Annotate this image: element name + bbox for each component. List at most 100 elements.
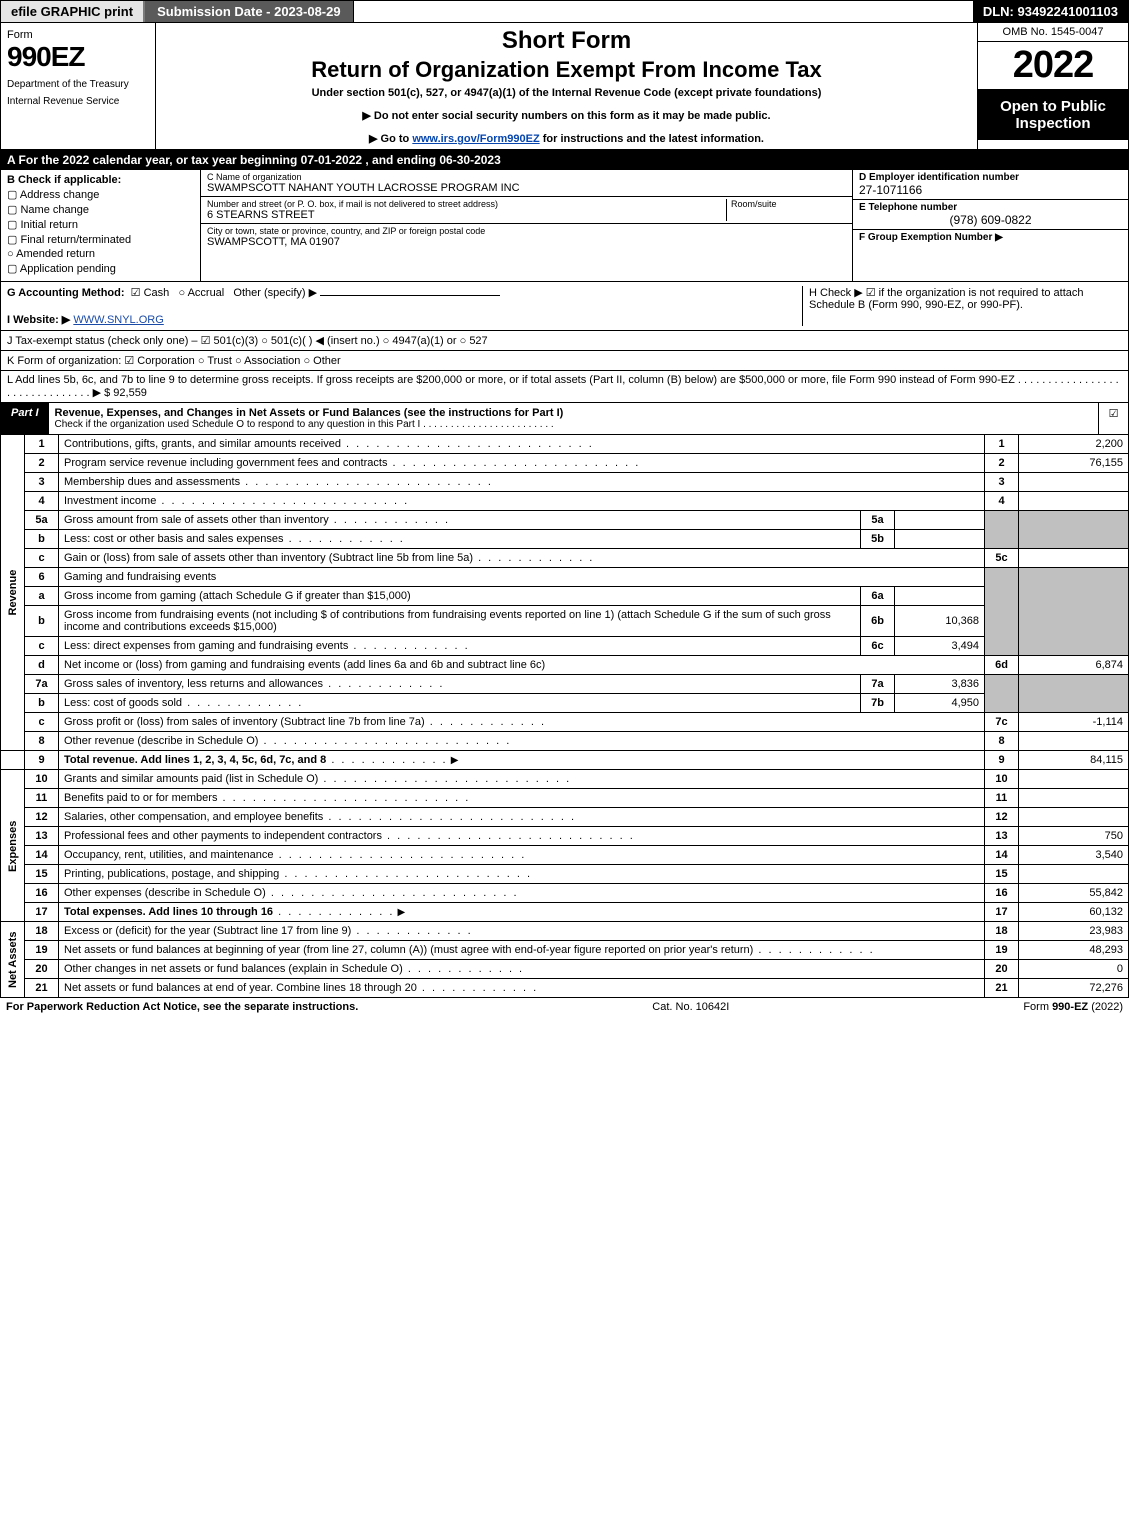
- part-i-table: Revenue 1 Contributions, gifts, grants, …: [0, 435, 1129, 998]
- C-name-label: C Name of organization: [207, 172, 846, 182]
- part-i-sub: Check if the organization used Schedule …: [55, 419, 1092, 430]
- ln20-val: 0: [1019, 960, 1129, 979]
- chk-application-pending[interactable]: ▢ Application pending: [7, 262, 194, 275]
- ln3-val: [1019, 473, 1129, 492]
- ln11-val: [1019, 789, 1129, 808]
- efile-print[interactable]: efile GRAPHIC print: [1, 1, 145, 22]
- footer: For Paperwork Reduction Act Notice, see …: [0, 998, 1129, 1016]
- ln10-val: [1019, 770, 1129, 789]
- ln6d-val: 6,874: [1019, 656, 1129, 675]
- col-B: B Check if applicable: ▢ Address change …: [1, 170, 201, 281]
- form-header: Form 990EZ Department of the Treasury In…: [0, 23, 1129, 150]
- ln15-val: [1019, 865, 1129, 884]
- ln4-val: [1019, 492, 1129, 511]
- chk-amended-return[interactable]: ○ Amended return: [7, 248, 194, 260]
- title-return: Return of Organization Exempt From Incom…: [162, 57, 971, 83]
- website-link[interactable]: WWW.SNYL.ORG: [73, 314, 163, 326]
- G-cash[interactable]: Cash: [144, 287, 170, 299]
- ln1-box: 1: [985, 435, 1019, 454]
- ln19-val: 48,293: [1019, 941, 1129, 960]
- ln6d-desc: Net income or (loss) from gaming and fun…: [59, 656, 985, 675]
- part-i-checkbox[interactable]: ☑: [1098, 403, 1128, 434]
- G-accrual[interactable]: Accrual: [188, 287, 225, 299]
- ln1-val: 2,200: [1019, 435, 1129, 454]
- ln6a-val: [895, 587, 985, 606]
- ln7a-val: 3,836: [895, 675, 985, 694]
- ln8-val: [1019, 732, 1129, 751]
- omb-number: OMB No. 1545-0047: [978, 23, 1128, 42]
- C-room-label: Room/suite: [731, 199, 846, 209]
- ln20-desc: Other changes in net assets or fund bala…: [64, 963, 524, 975]
- G-other[interactable]: Other (specify) ▶: [233, 287, 317, 299]
- ln18-desc: Excess or (deficit) for the year (Subtra…: [64, 925, 473, 937]
- ln6c-desc: Less: direct expenses from gaming and fu…: [64, 640, 470, 652]
- line-K: K Form of organization: ☑ Corporation ○ …: [0, 351, 1129, 371]
- ln7c-desc: Gross profit or (loss) from sales of inv…: [64, 716, 546, 728]
- F-label: F Group Exemption Number ▶: [859, 232, 1122, 243]
- col-DEF: D Employer identification number 27-1071…: [853, 170, 1128, 281]
- ln5b-val: [895, 530, 985, 549]
- ln10-desc: Grants and similar amounts paid (list in…: [64, 773, 571, 785]
- dln: DLN: 93492241001103: [973, 1, 1128, 22]
- ln6c-val: 3,494: [895, 637, 985, 656]
- chk-final-return[interactable]: ▢ Final return/terminated: [7, 233, 194, 246]
- footer-left: For Paperwork Reduction Act Notice, see …: [6, 1001, 358, 1013]
- ln15-desc: Printing, publications, postage, and shi…: [64, 868, 532, 880]
- C-city-label: City or town, state or province, country…: [207, 226, 846, 236]
- section-revenue-label: Revenue: [1, 435, 25, 751]
- ln21-val: 72,276: [1019, 979, 1129, 998]
- ln17-val: 60,132: [1019, 903, 1129, 922]
- ln5c-val: [1019, 549, 1129, 568]
- ln12-desc: Salaries, other compensation, and employ…: [64, 811, 576, 823]
- ln4-desc: Investment income: [64, 495, 409, 507]
- ln13-val: 750: [1019, 827, 1129, 846]
- ln5a-desc: Gross amount from sale of assets other t…: [64, 514, 450, 526]
- C-name-value: SWAMPSCOTT NAHANT YOUTH LACROSSE PROGRAM…: [207, 182, 846, 194]
- ln6b-val: 10,368: [895, 606, 985, 637]
- line-A: A For the 2022 calendar year, or tax yea…: [0, 150, 1129, 170]
- part-i-tab: Part I: [1, 403, 49, 434]
- ln9-val: 84,115: [1019, 751, 1129, 770]
- ln7b-val: 4,950: [895, 694, 985, 713]
- col-C: C Name of organization SWAMPSCOTT NAHANT…: [201, 170, 853, 281]
- ln16-val: 55,842: [1019, 884, 1129, 903]
- ln19-desc: Net assets or fund balances at beginning…: [64, 944, 753, 956]
- ln8-desc: Other revenue (describe in Schedule O): [64, 735, 511, 747]
- line-H: H Check ▶ ☑ if the organization is not r…: [802, 286, 1122, 326]
- note-ssn: ▶ Do not enter social security numbers o…: [162, 109, 971, 122]
- chk-initial-return[interactable]: ▢ Initial return: [7, 218, 194, 231]
- line-I: I Website: ▶ WWW.SNYL.ORG: [7, 313, 788, 326]
- irs-link[interactable]: www.irs.gov/Form990EZ: [412, 133, 539, 145]
- ln12-val: [1019, 808, 1129, 827]
- ln17-desc: Total expenses. Add lines 10 through 16: [64, 906, 273, 918]
- header-right: OMB No. 1545-0047 2022 Open to Public In…: [978, 23, 1128, 149]
- ln21-desc: Net assets or fund balances at end of ye…: [64, 982, 538, 994]
- ln5c-desc: Gain or (loss) from sale of assets other…: [64, 552, 594, 564]
- ln2-val: 76,155: [1019, 454, 1129, 473]
- ln7b-desc: Less: cost of goods sold: [64, 697, 303, 709]
- note-goto: ▶ Go to www.irs.gov/Form990EZ for instru…: [162, 132, 971, 145]
- chk-name-change[interactable]: ▢ Name change: [7, 203, 194, 216]
- E-value: (978) 609-0822: [859, 213, 1122, 227]
- line-L: L Add lines 5b, 6c, and 7b to line 9 to …: [0, 371, 1129, 403]
- top-bar: efile GRAPHIC print Submission Date - 20…: [0, 0, 1129, 23]
- D-value: 27-1071166: [859, 183, 1122, 197]
- title-short-form: Short Form: [162, 27, 971, 55]
- ln9-desc: Total revenue. Add lines 1, 2, 3, 4, 5c,…: [64, 754, 326, 766]
- L-value: 92,559: [113, 387, 147, 399]
- dept-treasury: Department of the Treasury: [7, 79, 149, 90]
- tax-year: 2022: [978, 42, 1128, 90]
- form-label: Form: [7, 29, 149, 41]
- subtitle: Under section 501(c), 527, or 4947(a)(1)…: [162, 87, 971, 99]
- ln18-val: 23,983: [1019, 922, 1129, 941]
- chk-address-change[interactable]: ▢ Address change: [7, 188, 194, 201]
- header-mid: Short Form Return of Organization Exempt…: [156, 23, 978, 149]
- B-header: B Check if applicable:: [7, 174, 194, 186]
- ln2-desc: Program service revenue including govern…: [64, 457, 640, 469]
- C-street-value: 6 STEARNS STREET: [207, 209, 726, 221]
- ln1-num: 1: [25, 435, 59, 454]
- ln14-val: 3,540: [1019, 846, 1129, 865]
- part-i-title: Revenue, Expenses, and Changes in Net As…: [55, 407, 564, 419]
- open-to-public: Open to Public Inspection: [978, 90, 1128, 140]
- section-netassets-label: Net Assets: [1, 922, 25, 998]
